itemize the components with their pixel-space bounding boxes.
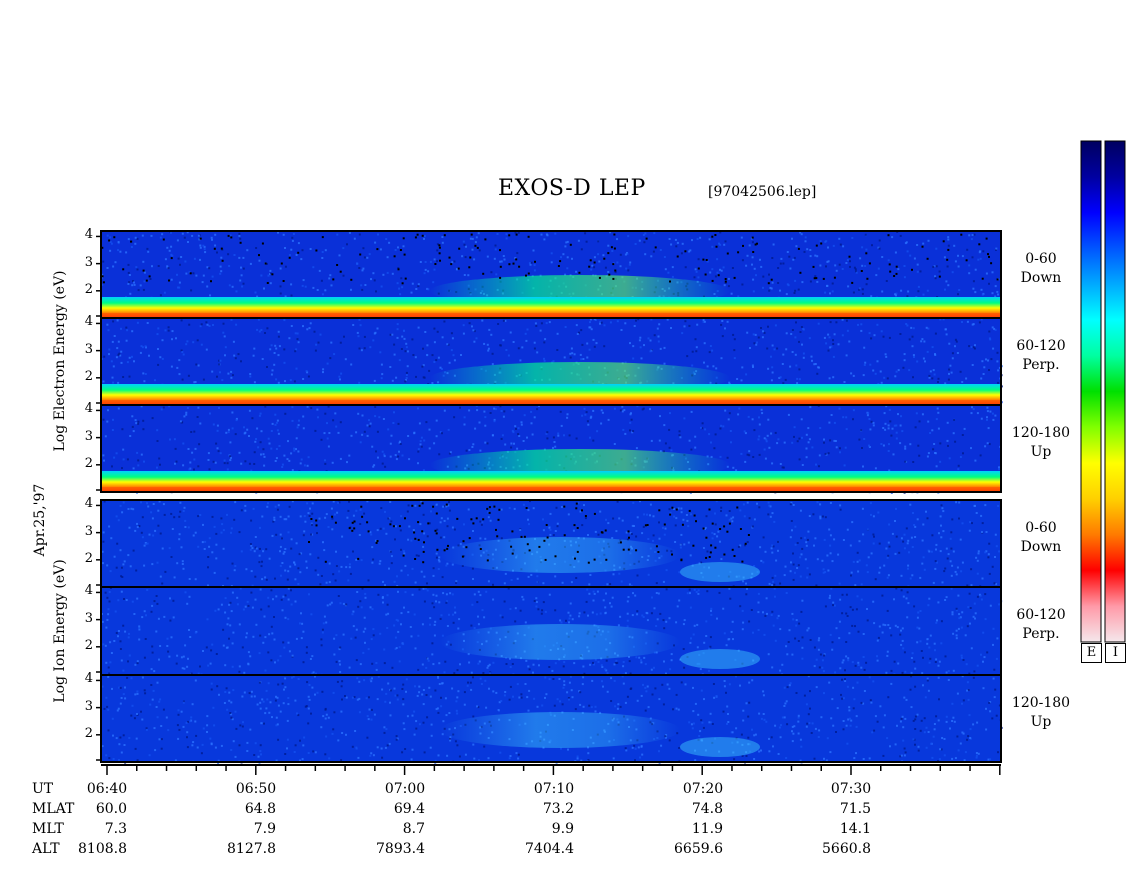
- orbit-value: 07:00: [384, 781, 426, 797]
- orbit-value: 07:20: [682, 781, 724, 797]
- y-tick-label: 4: [84, 583, 93, 599]
- y-tick-label: 4: [84, 496, 93, 512]
- orbit-value: 7.3: [104, 821, 127, 837]
- orbit-value: 8127.8: [227, 841, 276, 857]
- orbit-value: 06:40: [86, 781, 128, 797]
- electron-colorbar-label: E: [1081, 643, 1102, 663]
- y-tick-label: 2: [84, 368, 93, 384]
- y-tick-label: 3: [84, 698, 93, 714]
- ion-colorbar: [1104, 140, 1126, 643]
- orbit-value: 06:50: [235, 781, 277, 797]
- orbit-value: 7893.4: [376, 841, 425, 857]
- electron-panel-1: [101, 230, 1002, 320]
- electron-pitch-label: 60-120: [1016, 337, 1066, 354]
- group-frame: [100, 499, 1002, 763]
- orbit-value: 8108.8: [78, 841, 127, 857]
- y-tick-label: 3: [84, 610, 93, 626]
- electron-direction-label: Down: [1020, 269, 1062, 286]
- electron-pitch-label: 0-60: [1025, 250, 1057, 267]
- ion-colorbar-label: I: [1105, 643, 1126, 663]
- orbit-row-label: UT: [32, 781, 54, 797]
- ion-axis-label: Log Ion Energy (eV): [52, 559, 68, 703]
- orbit-value: 5660.8: [822, 841, 871, 857]
- orbit-row-label: MLT: [32, 821, 64, 837]
- y-tick-label: 2: [84, 637, 93, 653]
- ion-pitch-label: 60-120: [1016, 606, 1066, 623]
- orbit-value: 64.8: [244, 801, 276, 817]
- orbit-value: 73.2: [542, 801, 574, 817]
- ion-panel-2: [101, 586, 1003, 676]
- y-tick-label: 3: [84, 428, 93, 444]
- orbit-value: 11.9: [691, 821, 723, 837]
- y-tick-label: 2: [84, 725, 93, 741]
- y-tick-label: 4: [84, 401, 93, 417]
- electron-axis-label: Log Electron Energy (eV): [52, 270, 68, 452]
- group-frame: [100, 230, 1002, 493]
- electron-colorbar: [1080, 140, 1102, 643]
- orbit-value: 9.9: [551, 821, 574, 837]
- orbit-value: 60.0: [95, 801, 127, 817]
- y-tick-label: 3: [84, 523, 93, 539]
- y-tick-label: 4: [84, 314, 93, 330]
- orbit-value: 7404.4: [525, 841, 574, 857]
- orbit-value: 07:30: [830, 781, 872, 797]
- ion-panel-3: [101, 674, 1003, 764]
- y-tick-label: 3: [84, 341, 93, 357]
- file-name: [97042506.lep]: [708, 184, 817, 200]
- ion-pitch-label: 0-60: [1025, 519, 1057, 536]
- orbit-row-label: MLAT: [32, 801, 75, 817]
- orbit-value: 71.5: [839, 801, 871, 817]
- date-label: Apr.25,'97: [32, 483, 48, 557]
- y-tick-label: 2: [84, 281, 93, 297]
- orbit-value: 6659.6: [674, 841, 723, 857]
- orbit-value: 8.7: [402, 821, 425, 837]
- orbit-value: 07:10: [533, 781, 575, 797]
- electron-panel-3: [101, 404, 1002, 494]
- electron-direction-label: Perp.: [1022, 356, 1060, 373]
- orbit-value: 74.8: [691, 801, 723, 817]
- orbit-value: 7.9: [253, 821, 276, 837]
- orbit-value: 14.1: [839, 821, 871, 837]
- y-tick-label: 2: [84, 550, 93, 566]
- electron-pitch-label: 120-180: [1011, 424, 1071, 441]
- orbit-row-label: ALT: [32, 841, 60, 857]
- ion-direction-label: Down: [1020, 538, 1062, 555]
- ion-direction-label: Perp.: [1022, 625, 1060, 642]
- ion-direction-label: Up: [1030, 713, 1052, 730]
- ion-pitch-label: 120-180: [1011, 694, 1071, 711]
- orbit-value: 69.4: [393, 801, 425, 817]
- electron-direction-label: Up: [1030, 443, 1052, 460]
- electron-panel-2: [101, 317, 1003, 407]
- y-tick-label: 2: [84, 455, 93, 471]
- ion-panel-1: [101, 499, 1001, 589]
- chart-title: EXOS-D LEP: [498, 176, 646, 201]
- y-tick-label: 3: [84, 254, 93, 270]
- y-tick-label: 4: [84, 671, 93, 687]
- y-tick-label: 4: [84, 227, 93, 243]
